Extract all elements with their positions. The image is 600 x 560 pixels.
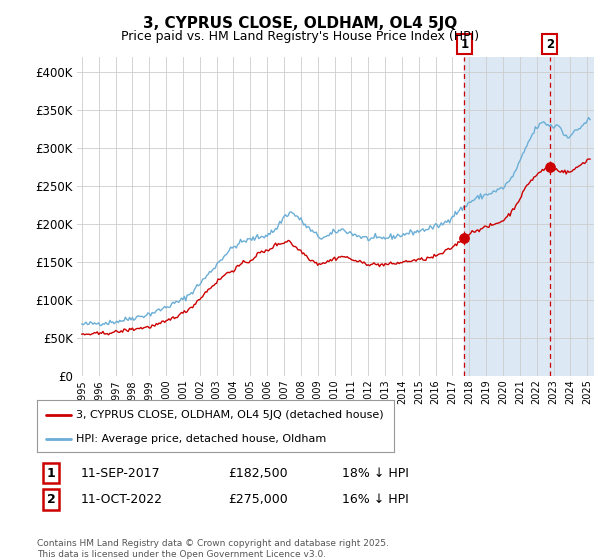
Text: 18% ↓ HPI: 18% ↓ HPI xyxy=(342,466,409,480)
Text: Contains HM Land Registry data © Crown copyright and database right 2025.
This d: Contains HM Land Registry data © Crown c… xyxy=(37,539,389,559)
Text: 11-OCT-2022: 11-OCT-2022 xyxy=(81,493,163,506)
Text: 2: 2 xyxy=(47,493,55,506)
Text: 3, CYPRUS CLOSE, OLDHAM, OL4 5JQ: 3, CYPRUS CLOSE, OLDHAM, OL4 5JQ xyxy=(143,16,457,31)
Point xyxy=(545,163,554,172)
Text: 1: 1 xyxy=(460,38,469,51)
Text: Price paid vs. HM Land Registry's House Price Index (HPI): Price paid vs. HM Land Registry's House … xyxy=(121,30,479,43)
Bar xyxy=(464,57,594,376)
Text: 2: 2 xyxy=(546,38,554,51)
Text: 11-SEP-2017: 11-SEP-2017 xyxy=(81,466,161,480)
Text: 3, CYPRUS CLOSE, OLDHAM, OL4 5JQ (detached house): 3, CYPRUS CLOSE, OLDHAM, OL4 5JQ (detach… xyxy=(76,410,384,420)
Point xyxy=(460,233,469,242)
Text: HPI: Average price, detached house, Oldham: HPI: Average price, detached house, Oldh… xyxy=(76,434,327,444)
Text: 16% ↓ HPI: 16% ↓ HPI xyxy=(342,493,409,506)
Text: £275,000: £275,000 xyxy=(228,493,288,506)
Text: 1: 1 xyxy=(47,466,55,480)
Text: £182,500: £182,500 xyxy=(228,466,287,480)
